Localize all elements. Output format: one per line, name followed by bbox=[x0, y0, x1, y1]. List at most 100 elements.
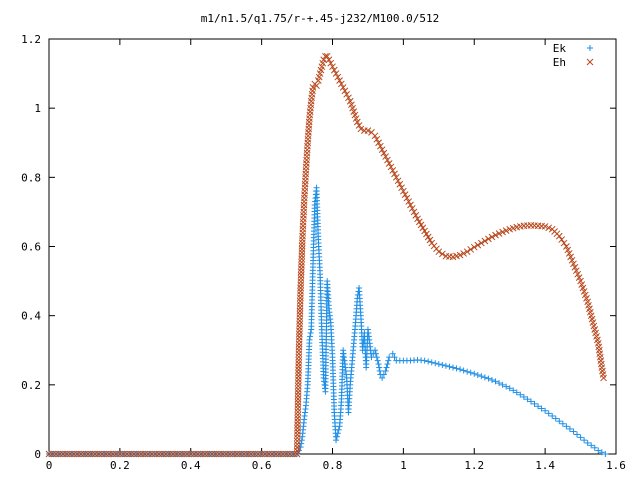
y-tick-label: 1.2 bbox=[21, 33, 41, 46]
x-tick-label: 0.8 bbox=[323, 459, 343, 472]
data-point-eh bbox=[398, 184, 405, 192]
data-point-eh bbox=[387, 163, 395, 171]
data-point-ek bbox=[376, 364, 383, 371]
data-point-eh bbox=[423, 230, 430, 238]
x-tick-label: 0.6 bbox=[252, 459, 272, 472]
data-point-eh bbox=[419, 224, 427, 232]
data-point-ek bbox=[492, 378, 499, 385]
data-point-eh bbox=[295, 356, 303, 364]
data-point-eh bbox=[295, 376, 302, 383]
data-point-eh bbox=[295, 366, 302, 374]
data-point-ek bbox=[520, 393, 527, 400]
data-point-eh bbox=[297, 284, 304, 292]
data-point-ek bbox=[386, 354, 393, 361]
x-tick-label: 0.2 bbox=[110, 459, 130, 472]
data-point-eh bbox=[341, 87, 349, 95]
data-point-eh bbox=[378, 146, 386, 154]
data-point-eh bbox=[410, 208, 418, 216]
data-point-eh bbox=[558, 236, 566, 243]
data-point-eh bbox=[294, 424, 301, 432]
data-point-ek bbox=[383, 364, 390, 371]
data-point-ek bbox=[545, 410, 552, 417]
data-point-ek bbox=[442, 362, 449, 369]
data-point-eh bbox=[499, 228, 506, 236]
data-point-ek bbox=[375, 361, 382, 368]
data-point-eh bbox=[477, 239, 485, 247]
data-point-ek bbox=[577, 434, 584, 441]
data-point-ek bbox=[549, 412, 556, 419]
data-point-eh bbox=[385, 160, 393, 167]
data-point-ek bbox=[432, 360, 439, 367]
data-point-eh bbox=[294, 398, 302, 406]
data-point-eh bbox=[417, 221, 425, 229]
data-point-eh bbox=[297, 287, 304, 295]
data-point-eh bbox=[565, 250, 573, 257]
data-point-eh bbox=[575, 274, 583, 281]
data-point-ek bbox=[485, 375, 492, 382]
data-point-eh bbox=[294, 415, 302, 422]
data-point-eh bbox=[296, 330, 303, 338]
data-point-eh bbox=[555, 232, 563, 240]
data-point-eh bbox=[327, 59, 335, 67]
data-point-eh bbox=[600, 374, 607, 382]
data-point-ek bbox=[428, 359, 435, 366]
data-point-eh bbox=[400, 187, 407, 195]
data-point-eh bbox=[375, 139, 382, 147]
data-point-ek bbox=[598, 449, 605, 456]
data-point-ek bbox=[334, 430, 341, 437]
data-point-eh bbox=[295, 369, 302, 377]
data-point-eh bbox=[295, 333, 303, 341]
data-point-eh bbox=[355, 122, 363, 129]
data-point-eh bbox=[560, 239, 568, 247]
data-point-eh bbox=[407, 201, 414, 209]
legend-marker-eh bbox=[586, 58, 594, 66]
data-point-ek bbox=[581, 437, 588, 444]
series-eh bbox=[45, 52, 607, 458]
legend-marker-ek bbox=[587, 45, 593, 51]
data-point-eh bbox=[564, 246, 572, 254]
data-point-eh bbox=[298, 258, 305, 266]
data-point-eh bbox=[294, 382, 302, 390]
data-point-ek bbox=[559, 420, 566, 427]
data-point-eh bbox=[339, 84, 347, 91]
x-tick-label: 1 bbox=[400, 459, 407, 472]
data-point-ek bbox=[510, 387, 517, 394]
data-point-eh bbox=[296, 327, 303, 335]
data-point-eh bbox=[463, 248, 471, 256]
data-point-eh bbox=[329, 63, 336, 71]
data-point-eh bbox=[481, 237, 489, 245]
data-point-eh bbox=[294, 427, 301, 435]
data-point-ek bbox=[563, 423, 570, 430]
data-point-eh bbox=[332, 70, 340, 77]
y-tick-label: 0.8 bbox=[21, 171, 41, 184]
data-point-eh bbox=[421, 227, 428, 235]
data-point-eh bbox=[293, 440, 301, 448]
legend-symbol-eh bbox=[586, 58, 594, 66]
data-point-ek bbox=[595, 447, 602, 454]
data-point-eh bbox=[293, 437, 301, 445]
data-point-eh bbox=[295, 360, 303, 367]
data-point-eh bbox=[394, 177, 402, 185]
data-point-eh bbox=[296, 310, 304, 318]
data-point-ek bbox=[488, 376, 495, 383]
data-point-eh bbox=[439, 250, 446, 258]
x-tick-label: 0.4 bbox=[181, 459, 201, 472]
data-point-eh bbox=[541, 223, 549, 230]
data-point-ek bbox=[506, 385, 513, 392]
data-point-ek bbox=[566, 425, 573, 432]
data-point-ek bbox=[584, 439, 591, 446]
data-point-eh bbox=[294, 421, 301, 429]
data-point-ek bbox=[382, 368, 389, 374]
data-point-eh bbox=[294, 431, 301, 438]
data-point-eh bbox=[294, 402, 302, 409]
data-point-eh bbox=[353, 118, 361, 126]
data-point-eh bbox=[295, 340, 303, 348]
legend-label-ek: Ek bbox=[553, 42, 567, 55]
data-point-ek bbox=[449, 364, 456, 371]
data-point-ek bbox=[602, 451, 609, 457]
data-point-eh bbox=[293, 447, 301, 455]
data-point-eh bbox=[297, 268, 305, 276]
data-point-ek bbox=[425, 358, 432, 365]
data-point-ek bbox=[535, 403, 542, 410]
